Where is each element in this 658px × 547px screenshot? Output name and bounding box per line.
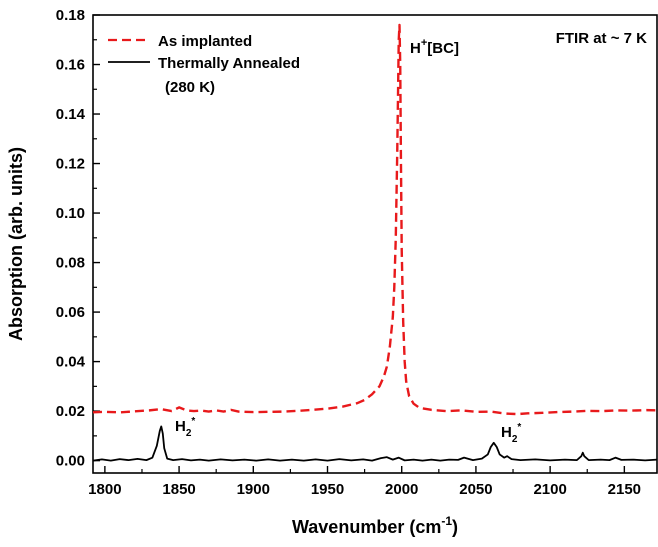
y-tick-label: 0.02 bbox=[56, 403, 85, 420]
y-tick-label: 0.14 bbox=[56, 106, 86, 123]
x-tick-label: 1850 bbox=[162, 481, 195, 498]
legend-label-as-implanted: As implanted bbox=[158, 33, 252, 50]
y-tick-label: 0.06 bbox=[56, 304, 85, 321]
annotation-h2-star-left: H2* bbox=[175, 416, 195, 439]
legend-label-thermally-annealed: Thermally Annealed bbox=[158, 55, 300, 72]
legend-label-annealed-temperature: (280 K) bbox=[165, 79, 215, 96]
x-axis-ticks: 1800 1850 1900 1950 2000 2050 2100 2150 bbox=[88, 466, 641, 498]
plot-frame bbox=[92, 14, 658, 474]
y-tick-label: 0.08 bbox=[56, 255, 85, 272]
series-line-as-implanted bbox=[92, 23, 658, 416]
annotation-h-bc-peak: H+[BC] bbox=[410, 37, 459, 57]
y-tick-label: 0.16 bbox=[56, 57, 85, 74]
y-axis-title: Absorption (arb. units) bbox=[6, 147, 26, 341]
x-tick-label: 1800 bbox=[88, 481, 121, 498]
x-axis-title: Wavenumber (cm-1) bbox=[292, 514, 458, 537]
y-tick-label: 0.10 bbox=[56, 205, 85, 222]
legend: As implanted Thermally Annealed (280 K) bbox=[108, 33, 300, 96]
x-tick-label: 1900 bbox=[237, 481, 270, 498]
x-tick-label: 2150 bbox=[608, 481, 641, 498]
annotation-ftir-temperature: FTIR at ~ 7 K bbox=[556, 30, 647, 47]
y-tick-label: 0.18 bbox=[56, 7, 85, 24]
x-tick-label: 2000 bbox=[385, 481, 418, 498]
y-tick-label: 0.00 bbox=[56, 453, 85, 470]
x-tick-label: 1950 bbox=[311, 481, 344, 498]
series-group bbox=[92, 23, 658, 462]
annotation-h2-star-right: H2* bbox=[501, 422, 521, 445]
x-tick-label: 2050 bbox=[459, 481, 492, 498]
series-line-thermally-annealed bbox=[92, 425, 658, 462]
x-tick-label: 2100 bbox=[533, 481, 566, 498]
y-tick-label: 0.04 bbox=[56, 354, 86, 371]
y-tick-label: 0.12 bbox=[56, 156, 85, 173]
y-axis-ticks: 0.00 0.02 0.04 0.06 0.08 0.10 0.12 0.14 0.16 0.18 bbox=[56, 7, 100, 470]
